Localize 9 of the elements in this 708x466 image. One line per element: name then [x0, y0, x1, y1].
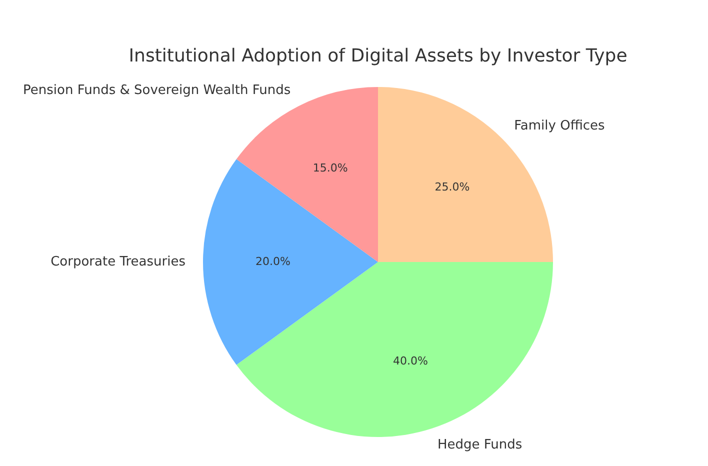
data-label: 20.0%: [256, 254, 290, 268]
chart-title: Institutional Adoption of Digital Assets by Investor Type: [128, 46, 628, 67]
slice-label: Family Offices: [514, 118, 606, 134]
data-label: 40.0%: [392, 354, 428, 368]
slice-label: Pension Funds & Sovereign Wealth Funds: [23, 82, 291, 98]
data-label: 15.0%: [312, 161, 348, 174]
slice-label: Hedge Funds: [437, 437, 522, 452]
slice-label: Corporate Treasuries: [50, 254, 186, 270]
data-label: 25.0%: [434, 180, 470, 194]
